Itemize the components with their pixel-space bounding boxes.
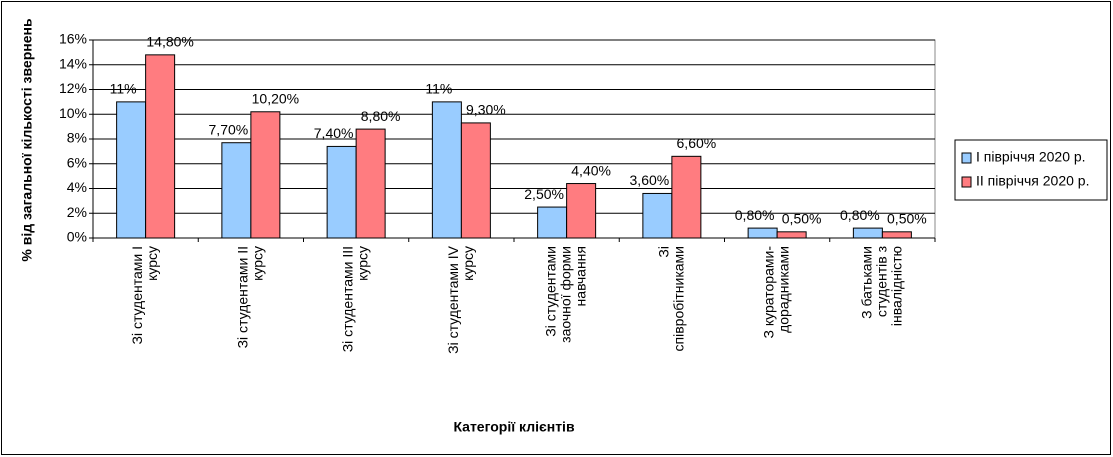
x-tick-label: Зі студентамизаочної форминавчання <box>542 246 588 343</box>
x-tick-label: З батькамистудентів зінвалідністю <box>858 246 904 326</box>
data-label: 0,50% <box>887 211 927 227</box>
data-label: 11% <box>425 81 452 97</box>
y-tick-label: 12% <box>59 80 87 96</box>
legend-box <box>954 139 1108 201</box>
legend-swatch <box>961 176 972 188</box>
bar <box>145 54 176 239</box>
bar <box>460 122 491 239</box>
x-tick-label: Зі студентами ІІкурсу <box>234 246 265 348</box>
x-tick-label: Зі студентами IVкурсу <box>445 245 476 354</box>
y-tick-label: 14% <box>59 55 87 71</box>
bar <box>881 231 912 239</box>
legend-label: ІІ півріччя 2020 р. <box>976 173 1089 189</box>
bar <box>642 192 673 239</box>
data-label: 0,80% <box>735 207 775 223</box>
bar <box>250 111 281 239</box>
bar <box>671 155 702 239</box>
y-tick-label: 6% <box>67 154 87 170</box>
bar <box>355 128 386 239</box>
bar <box>852 227 883 239</box>
y-axis-title: % від загальної кількості звернень <box>19 18 35 262</box>
legend-swatch <box>961 152 972 164</box>
x-tick-label: З кураторами-дорадниками <box>760 246 791 339</box>
bar <box>326 145 357 239</box>
bar <box>537 206 568 239</box>
data-label: 0,50% <box>782 211 822 227</box>
bar <box>431 101 462 239</box>
y-tick-label: 8% <box>67 130 87 146</box>
x-tick-label: Зі студентами Ікурсу <box>129 246 160 345</box>
data-label: 11% <box>110 81 137 97</box>
bar <box>747 227 778 239</box>
y-tick-label: 2% <box>67 204 87 220</box>
y-tick-label: 4% <box>67 179 87 195</box>
bar <box>116 101 147 239</box>
data-label: 10,20% <box>252 90 299 106</box>
data-label: 3,60% <box>630 172 670 188</box>
data-label: 9,30% <box>466 102 506 118</box>
y-tick-label: 0% <box>67 229 87 245</box>
y-tick-label: 16% <box>59 31 87 47</box>
data-label: 7,40% <box>314 125 354 141</box>
bar <box>566 183 597 239</box>
data-label: 14,80% <box>146 34 193 50</box>
data-label: 2,50% <box>524 186 564 202</box>
x-tick-label: Зіспівробітниками <box>655 246 686 351</box>
legend-label: І півріччя 2020 р. <box>976 149 1086 165</box>
data-label: 4,40% <box>571 162 611 178</box>
x-axis-title: Категорії клієнтів <box>453 419 575 435</box>
bar <box>221 142 252 239</box>
x-tick-label: Зі студентами ІІІкурсу <box>339 246 370 352</box>
y-tick-label: 10% <box>59 105 87 121</box>
data-label: 8,80% <box>361 108 401 124</box>
data-label: 0,80% <box>840 207 880 223</box>
bar <box>776 231 807 239</box>
data-label: 6,60% <box>677 135 717 151</box>
data-label: 7,70% <box>209 121 249 137</box>
